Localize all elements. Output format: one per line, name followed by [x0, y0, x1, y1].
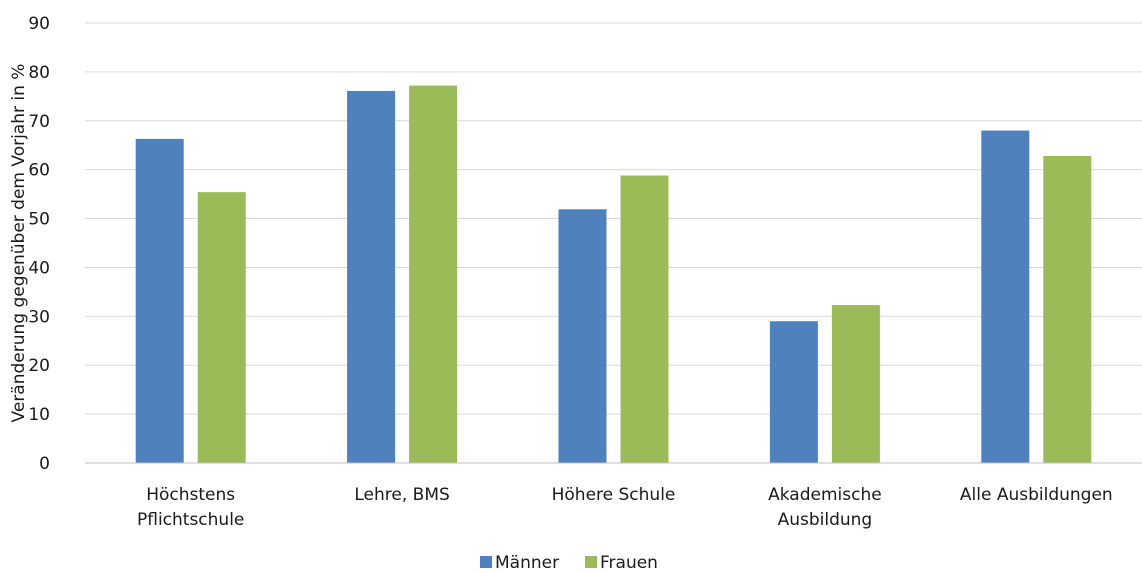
x-category-label: Pflichtschule — [137, 510, 244, 530]
bars — [135, 85, 1092, 464]
y-tick-label: 60 — [28, 161, 50, 181]
x-axis-labels: Höchstens Pflichtschule Lehre, BMS Höhere S… — [137, 485, 1113, 530]
legend-label: Frauen — [600, 553, 658, 573]
bar-maenner — [347, 90, 396, 463]
bar-maenner — [769, 321, 818, 463]
x-category-label: Höchstens — [146, 485, 235, 505]
bar-frauen — [1043, 155, 1092, 463]
bar-frauen — [831, 305, 880, 463]
y-tick-label: 30 — [28, 307, 50, 327]
y-tick-label: 20 — [28, 356, 50, 376]
y-tick-label: 90 — [28, 14, 50, 34]
x-category-label: Lehre, BMS — [354, 485, 449, 505]
bar-maenner — [135, 138, 184, 463]
x-category-label: Akademische — [768, 485, 882, 505]
y-tick-label: 0 — [39, 454, 50, 474]
y-axis-title: Veränderung gegenüber dem Vorjahr in % — [9, 64, 29, 423]
x-category-label: Alle Ausbildungen — [960, 485, 1113, 505]
legend-swatch — [480, 556, 492, 568]
y-axis-ticks: 0 10 20 30 40 50 60 70 80 90 — [28, 14, 50, 474]
gridlines — [85, 22, 1142, 415]
y-tick-label: 50 — [28, 210, 50, 230]
legend: Männer Frauen — [480, 553, 658, 573]
legend-swatch — [585, 556, 597, 568]
x-category-label: Ausbildung — [778, 510, 873, 530]
y-tick-label: 70 — [28, 112, 50, 132]
y-tick-label: 80 — [28, 63, 50, 83]
bar-maenner — [981, 130, 1030, 464]
y-tick-label: 10 — [28, 405, 50, 425]
bar-maenner — [558, 209, 607, 463]
bar-frauen — [197, 192, 246, 463]
bar-frauen — [409, 85, 458, 464]
y-tick-label: 40 — [28, 258, 50, 278]
legend-label: Männer — [495, 553, 559, 573]
x-category-label: Höhere Schule — [552, 485, 676, 505]
bar-frauen — [620, 175, 669, 464]
